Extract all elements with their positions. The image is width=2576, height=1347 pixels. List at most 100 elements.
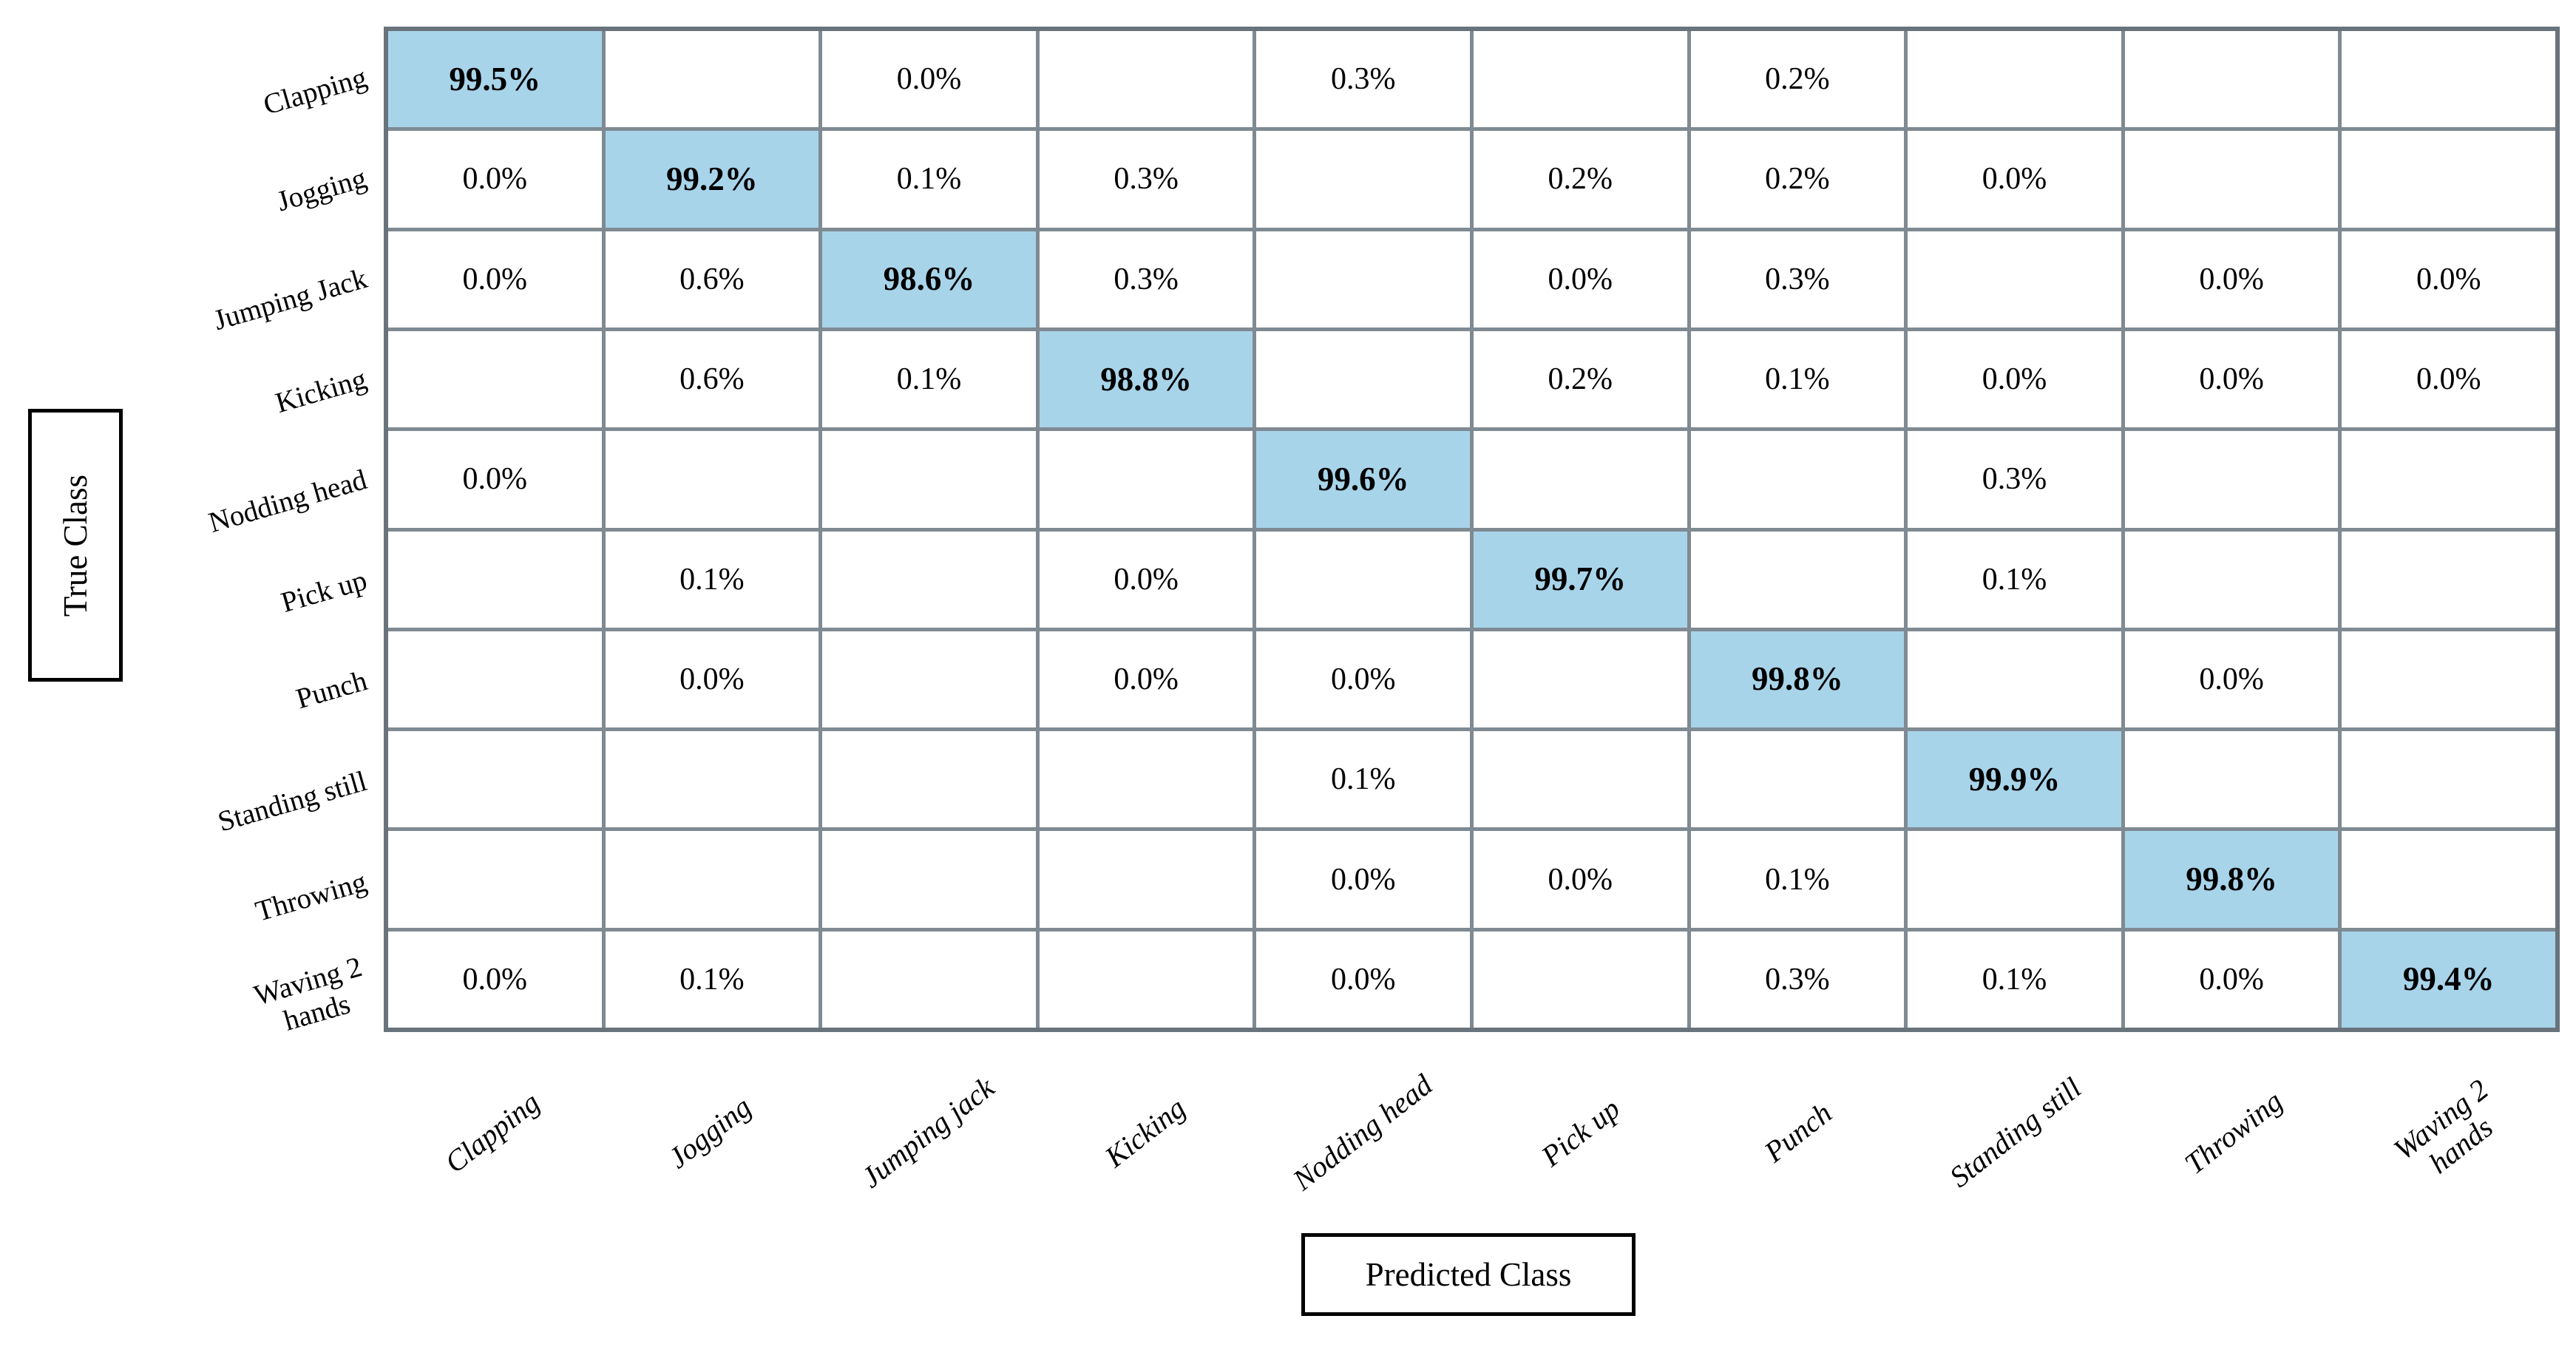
matrix-cell: 0.0%: [2342, 231, 2555, 328]
matrix-cell: 0.0%: [1256, 831, 1470, 928]
matrix-cell: 0.1%: [605, 531, 819, 628]
true-class-label-box: True Class: [28, 409, 123, 682]
matrix-cell: 0.0%: [605, 631, 819, 728]
matrix-cell: 0.0%: [1474, 831, 1687, 928]
row-label-jogging: Jogging: [274, 162, 370, 218]
matrix-cell: [2124, 131, 2339, 228]
matrix-cell: 0.0%: [1474, 231, 1687, 328]
matrix-cell: [1908, 631, 2121, 728]
matrix-cell-diagonal: 99.8%: [2124, 831, 2339, 928]
matrix-cell: [2342, 831, 2555, 928]
matrix-cell: [2124, 531, 2339, 628]
matrix-cell: 0.6%: [605, 231, 819, 328]
matrix-cell: 0.2%: [1690, 131, 1905, 228]
matrix-cell: 0.0%: [2124, 931, 2339, 1028]
matrix-cell: 0.3%: [1256, 31, 1470, 128]
matrix-cell-diagonal: 99.9%: [1908, 731, 2121, 828]
matrix-cell: 0.6%: [605, 330, 819, 428]
matrix-cell: [2342, 731, 2555, 828]
matrix-cell: 0.1%: [1256, 731, 1470, 828]
matrix-cell: [1474, 431, 1687, 528]
matrix-cell: 0.0%: [2124, 231, 2339, 328]
matrix-cell: [822, 431, 1036, 528]
row-label-pick-up: Pick up: [277, 564, 370, 619]
matrix-cell: [605, 431, 819, 528]
true-class-label: True Class: [57, 474, 95, 617]
matrix-cell: [605, 731, 819, 828]
matrix-cell: 0.1%: [1690, 831, 1905, 928]
matrix-cell-diagonal: 99.8%: [1690, 631, 1905, 728]
row-label-clapping: Clapping: [260, 61, 370, 121]
matrix-cell: [1690, 431, 1905, 528]
matrix-cell: [388, 731, 602, 828]
matrix-cell: 0.0%: [822, 31, 1036, 128]
matrix-cell: [1256, 131, 1470, 228]
row-label-jumping-jack: Jumping Jack: [209, 262, 370, 337]
matrix-cell: [2342, 631, 2555, 728]
matrix-cell: 0.3%: [1039, 231, 1253, 328]
matrix-cell-diagonal: 99.4%: [2342, 931, 2555, 1028]
matrix-cell-diagonal: 99.2%: [605, 131, 819, 228]
matrix-cell: [1256, 531, 1470, 628]
matrix-cell: [1474, 731, 1687, 828]
matrix-cell: [822, 931, 1036, 1028]
matrix-cell: [388, 631, 602, 728]
matrix-cell: 0.1%: [1908, 931, 2121, 1028]
matrix-cell: 0.3%: [1690, 231, 1905, 328]
matrix-cell: 0.0%: [2124, 631, 2339, 728]
matrix-cell-diagonal: 99.5%: [388, 31, 602, 128]
col-label-waving-2-hands: Waving 2 hands: [2387, 1072, 2499, 1181]
matrix-cell: 0.1%: [1690, 330, 1905, 428]
predicted-class-label-box: Predicted Class: [1301, 1233, 1636, 1316]
matrix-cell: [388, 330, 602, 428]
col-label-kicking: Kicking: [1098, 1090, 1192, 1174]
matrix-cell: [388, 831, 602, 928]
col-label-clapping: Clapping: [438, 1085, 546, 1180]
matrix-cell-diagonal: 99.7%: [1474, 531, 1687, 628]
matrix-cell: [1039, 31, 1253, 128]
matrix-cell: [1690, 731, 1905, 828]
matrix-cell: 0.1%: [822, 330, 1036, 428]
matrix-cell: [1908, 31, 2121, 128]
matrix-cell: 0.0%: [1908, 330, 2121, 428]
col-label-throwing: Throwing: [2177, 1084, 2288, 1181]
matrix-cell-diagonal: 98.6%: [822, 231, 1036, 328]
matrix-cell: 0.2%: [1690, 31, 1905, 128]
matrix-cell: [2124, 31, 2339, 128]
matrix-cell: [1039, 431, 1253, 528]
matrix-cell: [2342, 431, 2555, 528]
matrix-cell: [2124, 731, 2339, 828]
matrix-cell: 0.0%: [1256, 931, 1470, 1028]
col-label-punch: Punch: [1758, 1096, 1838, 1169]
row-label-punch: Punch: [292, 665, 370, 716]
matrix-cell: [2342, 531, 2555, 628]
matrix-cell: 0.0%: [388, 931, 602, 1028]
matrix-cell: [822, 731, 1036, 828]
matrix-cell: 0.0%: [1039, 531, 1253, 628]
matrix-cell: 0.0%: [1039, 631, 1253, 728]
col-label-jumping-jack: Jumping jack: [855, 1070, 1000, 1195]
matrix-cell: 0.0%: [1908, 131, 2121, 228]
matrix-cell: [1908, 831, 2121, 928]
predicted-class-label: Predicted Class: [1365, 1256, 1572, 1293]
matrix-cell: [1474, 631, 1687, 728]
matrix-cell: [1908, 231, 2121, 328]
matrix-cell: 0.1%: [605, 931, 819, 1028]
matrix-cell: 0.3%: [1908, 431, 2121, 528]
col-label-pick-up: Pick up: [1534, 1091, 1626, 1173]
matrix-cell: 0.0%: [388, 231, 602, 328]
col-label-nodding-head: Nodding head: [1287, 1068, 1439, 1197]
matrix-cell: 0.0%: [2342, 330, 2555, 428]
matrix-cell-diagonal: 99.6%: [1256, 431, 1470, 528]
matrix-cell: 0.2%: [1474, 131, 1687, 228]
matrix-cell: 0.0%: [1256, 631, 1470, 728]
matrix-cell: [1690, 531, 1905, 628]
row-label-kicking: Kicking: [272, 363, 370, 419]
matrix-cell: [1474, 31, 1687, 128]
matrix-cell: 0.2%: [1474, 330, 1687, 428]
matrix-cell: [2342, 131, 2555, 228]
matrix-cell: [822, 531, 1036, 628]
matrix-cell: [822, 831, 1036, 928]
matrix-cell: 0.3%: [1039, 131, 1253, 228]
